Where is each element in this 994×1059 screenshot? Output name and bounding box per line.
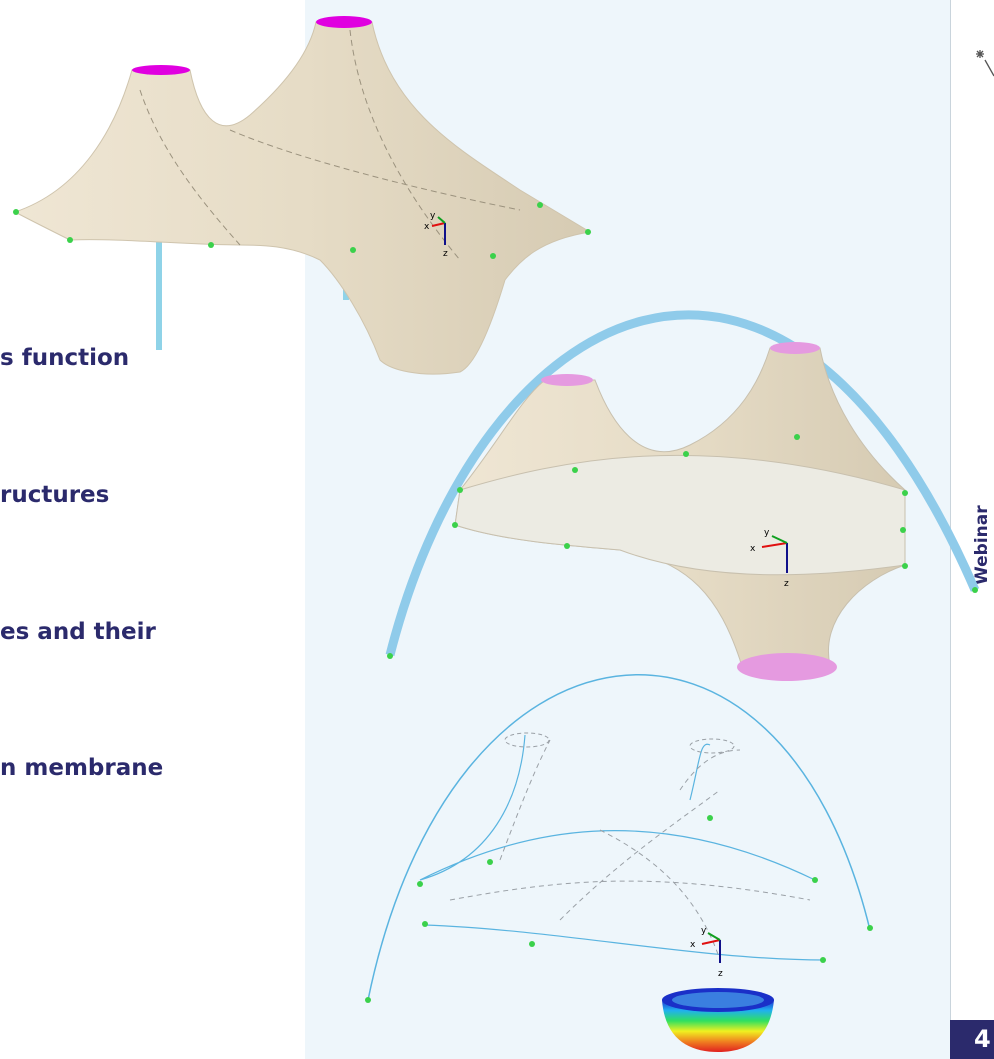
axis-label: z [784,579,789,589]
axis-label: y [430,211,436,221]
axis-label: y [701,926,707,936]
slide: s function ructures es and their n membr… [0,0,994,1059]
axis-label: x [690,940,696,950]
illustrations: x y z x y z x y z [0,0,994,1059]
axis-label: z [718,969,723,979]
membrane-wireframe [368,675,870,1000]
deformation-bowl [662,988,774,1052]
axis-label: x [750,544,756,554]
axis-label: y [764,528,770,538]
membrane-top [15,16,590,374]
membrane-middle [390,315,975,681]
icon [976,50,994,76]
axis-label: z [443,249,448,259]
axis-label: x [424,222,430,232]
